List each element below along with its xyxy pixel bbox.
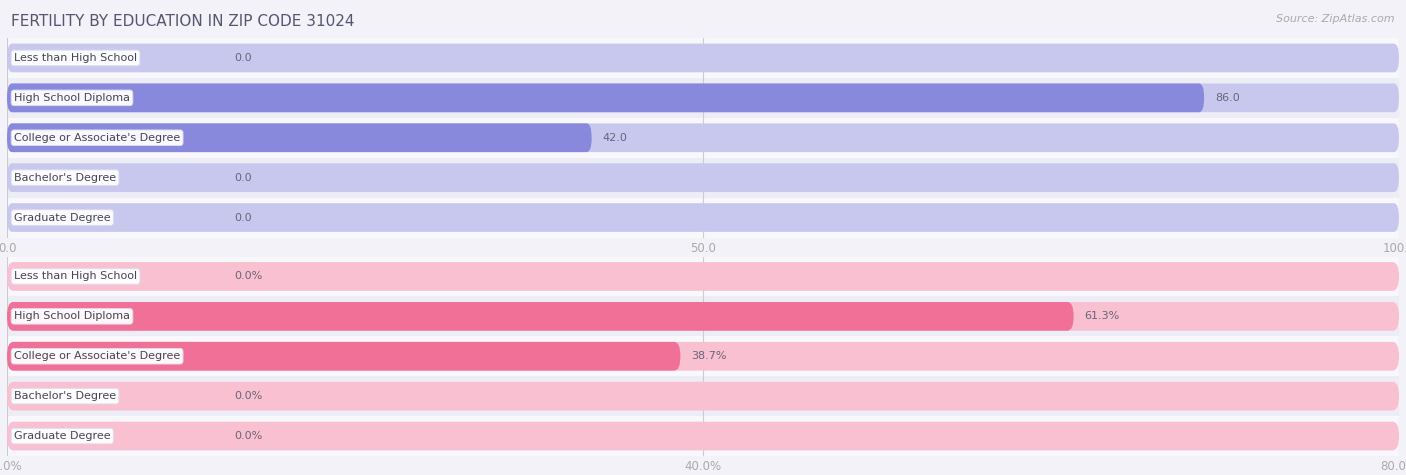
FancyBboxPatch shape — [7, 342, 681, 370]
FancyBboxPatch shape — [7, 84, 1399, 112]
FancyBboxPatch shape — [7, 163, 1399, 192]
Text: High School Diploma: High School Diploma — [14, 311, 129, 322]
Text: High School Diploma: High School Diploma — [14, 93, 129, 103]
Bar — [7, 198, 1399, 238]
Text: 42.0: 42.0 — [603, 133, 627, 143]
Bar — [7, 296, 1399, 336]
Bar — [7, 38, 1399, 78]
Bar — [7, 376, 1399, 416]
Bar — [7, 158, 1399, 198]
FancyBboxPatch shape — [7, 124, 592, 152]
Text: Bachelor's Degree: Bachelor's Degree — [14, 172, 117, 183]
FancyBboxPatch shape — [7, 124, 1399, 152]
Text: Bachelor's Degree: Bachelor's Degree — [14, 391, 117, 401]
Text: 0.0%: 0.0% — [233, 431, 262, 441]
Text: Graduate Degree: Graduate Degree — [14, 212, 111, 223]
Text: 0.0: 0.0 — [233, 53, 252, 63]
FancyBboxPatch shape — [7, 44, 1399, 72]
Text: Source: ZipAtlas.com: Source: ZipAtlas.com — [1277, 14, 1395, 24]
FancyBboxPatch shape — [7, 302, 1399, 331]
Text: 0.0: 0.0 — [233, 212, 252, 223]
Text: 61.3%: 61.3% — [1085, 311, 1121, 322]
Text: FERTILITY BY EDUCATION IN ZIP CODE 31024: FERTILITY BY EDUCATION IN ZIP CODE 31024 — [11, 14, 354, 29]
FancyBboxPatch shape — [7, 262, 1399, 291]
FancyBboxPatch shape — [7, 203, 1399, 232]
Bar — [7, 256, 1399, 296]
Text: 86.0: 86.0 — [1215, 93, 1240, 103]
FancyBboxPatch shape — [7, 382, 1399, 410]
FancyBboxPatch shape — [7, 84, 1204, 112]
Text: College or Associate's Degree: College or Associate's Degree — [14, 133, 180, 143]
Text: 0.0%: 0.0% — [233, 391, 262, 401]
Text: 0.0: 0.0 — [233, 172, 252, 183]
Text: Graduate Degree: Graduate Degree — [14, 431, 111, 441]
FancyBboxPatch shape — [7, 342, 1399, 370]
Text: Less than High School: Less than High School — [14, 271, 138, 282]
Bar — [7, 336, 1399, 376]
Text: 0.0%: 0.0% — [233, 271, 262, 282]
FancyBboxPatch shape — [7, 302, 1074, 331]
FancyBboxPatch shape — [7, 422, 1399, 450]
Text: Less than High School: Less than High School — [14, 53, 138, 63]
Text: College or Associate's Degree: College or Associate's Degree — [14, 351, 180, 361]
Bar — [7, 78, 1399, 118]
Bar — [7, 118, 1399, 158]
Text: 38.7%: 38.7% — [692, 351, 727, 361]
Bar — [7, 416, 1399, 456]
